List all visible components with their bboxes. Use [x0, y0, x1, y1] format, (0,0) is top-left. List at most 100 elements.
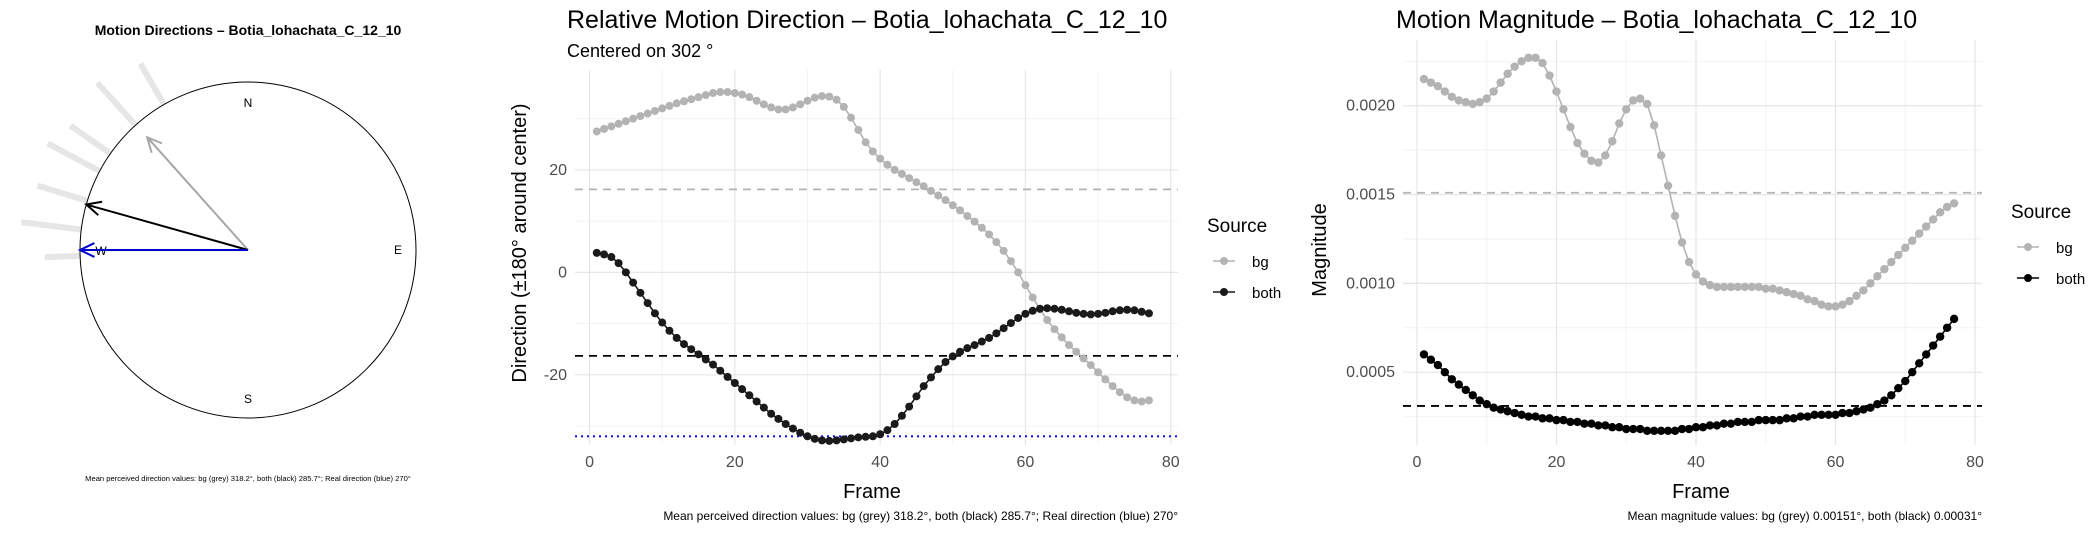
- direction-point-bg: [759, 100, 768, 109]
- compass-ray-4: [36, 182, 89, 204]
- direction-point-both: [709, 360, 718, 369]
- direction-point-bg: [905, 174, 914, 183]
- magnitude-point-both: [1824, 410, 1833, 420]
- direction-ytick-label: 20: [549, 162, 567, 179]
- magnitude-point-bg: [1691, 270, 1701, 279]
- direction-point-bg: [716, 88, 725, 97]
- compass-ray-5: [20, 219, 82, 233]
- magnitude-point-both: [1803, 412, 1812, 421]
- magnitude-point-bg: [1510, 62, 1519, 71]
- magnitude-point-both: [1629, 424, 1638, 434]
- magnitude-point-both: [1831, 410, 1840, 420]
- magnitude-ytick-label: 0.0010: [1346, 275, 1395, 292]
- direction-point-both: [759, 403, 768, 412]
- magnitude-point-bg: [1726, 282, 1736, 292]
- direction-point-both: [1006, 319, 1015, 328]
- direction-point-both: [767, 409, 776, 418]
- direction-xtick-label: 20: [726, 454, 744, 471]
- magnitude-point-both: [1845, 408, 1854, 418]
- magnitude-xtick-label: 0: [1412, 454, 1421, 471]
- magnitude-point-both: [1935, 332, 1945, 341]
- magnitude-point-bg: [1663, 181, 1673, 190]
- direction-xtick-label: 0: [585, 454, 594, 471]
- compass-arrow-bg: [146, 136, 249, 251]
- magnitude-point-both: [1852, 407, 1861, 416]
- direction-point-bg: [890, 165, 899, 174]
- magnitude-point-bg: [1887, 257, 1896, 267]
- magnitude-point-bg: [1873, 272, 1882, 281]
- magnitude-point-bg: [1656, 151, 1666, 160]
- direction-point-both: [803, 432, 812, 441]
- magnitude-plot-area: 0 20 40 60 80 0.0005 0.0010 0.0015 0.0020: [1346, 40, 1984, 471]
- magnitude-ytick-label: 0.0005: [1346, 364, 1395, 381]
- direction-point-bg: [1006, 257, 1015, 266]
- direction-point-bg: [832, 95, 841, 104]
- magnitude-panel: Motion Magnitude – Botia_lohachata_C_12_…: [1309, 6, 2085, 523]
- direction-panel: Relative Motion Direction – Botia_lohach…: [509, 6, 1281, 523]
- magnitude-point-bg: [1419, 74, 1429, 84]
- direction-point-bg: [679, 97, 688, 106]
- magnitude-point-both: [1545, 414, 1554, 423]
- compass-ray-3: [46, 140, 102, 174]
- direction-legend-both-marker: [1220, 288, 1228, 296]
- direction-point-bg: [934, 191, 943, 200]
- magnitude-line-bg: [1423, 56, 1955, 308]
- direction-legend-title: Source: [1207, 216, 1267, 237]
- direction-point-bg: [723, 88, 732, 97]
- direction-point-bg: [1101, 375, 1110, 384]
- direction-point-both: [1057, 305, 1066, 314]
- direction-point-both: [890, 419, 899, 428]
- direction-point-both: [847, 434, 856, 443]
- direction-point-both: [854, 433, 863, 442]
- direction-point-both: [839, 435, 848, 444]
- magnitude-title: Motion Magnitude – Botia_lohachata_C_12_…: [1396, 6, 1917, 34]
- direction-xtick-label: 40: [871, 454, 889, 471]
- magnitude-point-both: [1573, 417, 1582, 427]
- compass-ray-6: [44, 252, 81, 261]
- direction-point-both: [897, 411, 906, 420]
- magnitude-point-bg: [1894, 250, 1903, 260]
- direction-point-both: [1028, 306, 1037, 315]
- magnitude-point-bg: [1949, 199, 1959, 208]
- direction-point-both: [1144, 309, 1153, 318]
- direction-point-bg: [752, 96, 761, 105]
- magnitude-point-bg: [1698, 277, 1708, 286]
- direction-point-bg: [614, 119, 623, 128]
- compass-arrows: [77, 135, 249, 258]
- direction-point-bg: [1014, 268, 1023, 277]
- magnitude-point-both: [1838, 408, 1847, 418]
- direction-point-both: [796, 428, 805, 437]
- direction-point-both: [818, 436, 827, 445]
- direction-legend-both-label: both: [1252, 285, 1281, 302]
- direction-point-bg: [650, 106, 659, 115]
- magnitude-point-bg: [1747, 282, 1756, 292]
- direction-point-both: [1115, 306, 1124, 315]
- magnitude-point-bg: [1531, 53, 1540, 62]
- direction-point-bg: [1043, 316, 1052, 324]
- magnitude-point-both: [1740, 417, 1750, 427]
- magnitude-point-both: [1894, 383, 1903, 393]
- magnitude-point-both: [1656, 426, 1666, 435]
- magnitude-point-bg: [1426, 78, 1436, 87]
- direction-point-both: [883, 426, 892, 435]
- magnitude-point-both: [1705, 421, 1715, 430]
- direction-point-bg: [1115, 388, 1124, 397]
- direction-point-both: [1050, 304, 1059, 313]
- direction-point-both: [781, 419, 790, 428]
- magnitude-point-both: [1531, 412, 1540, 421]
- magnitude-point-bg: [1942, 202, 1952, 212]
- direction-point-bg: [926, 186, 935, 195]
- direction-point-both: [1130, 306, 1139, 315]
- magnitude-point-both: [1503, 407, 1512, 416]
- direction-point-bg: [672, 99, 681, 108]
- compass-title: Motion Directions – Botia_lohachata_C_12…: [95, 22, 402, 38]
- direction-point-bg: [781, 105, 790, 114]
- magnitude-point-both: [1677, 424, 1687, 434]
- direction-point-both: [752, 397, 761, 406]
- direction-point-bg: [1028, 293, 1037, 302]
- magnitude-line-both: [1423, 318, 1955, 432]
- direction-point-both: [658, 318, 667, 327]
- magnitude-point-bg: [1475, 97, 1484, 107]
- magnitude-point-bg: [1489, 87, 1498, 96]
- direction-point-both: [665, 326, 674, 335]
